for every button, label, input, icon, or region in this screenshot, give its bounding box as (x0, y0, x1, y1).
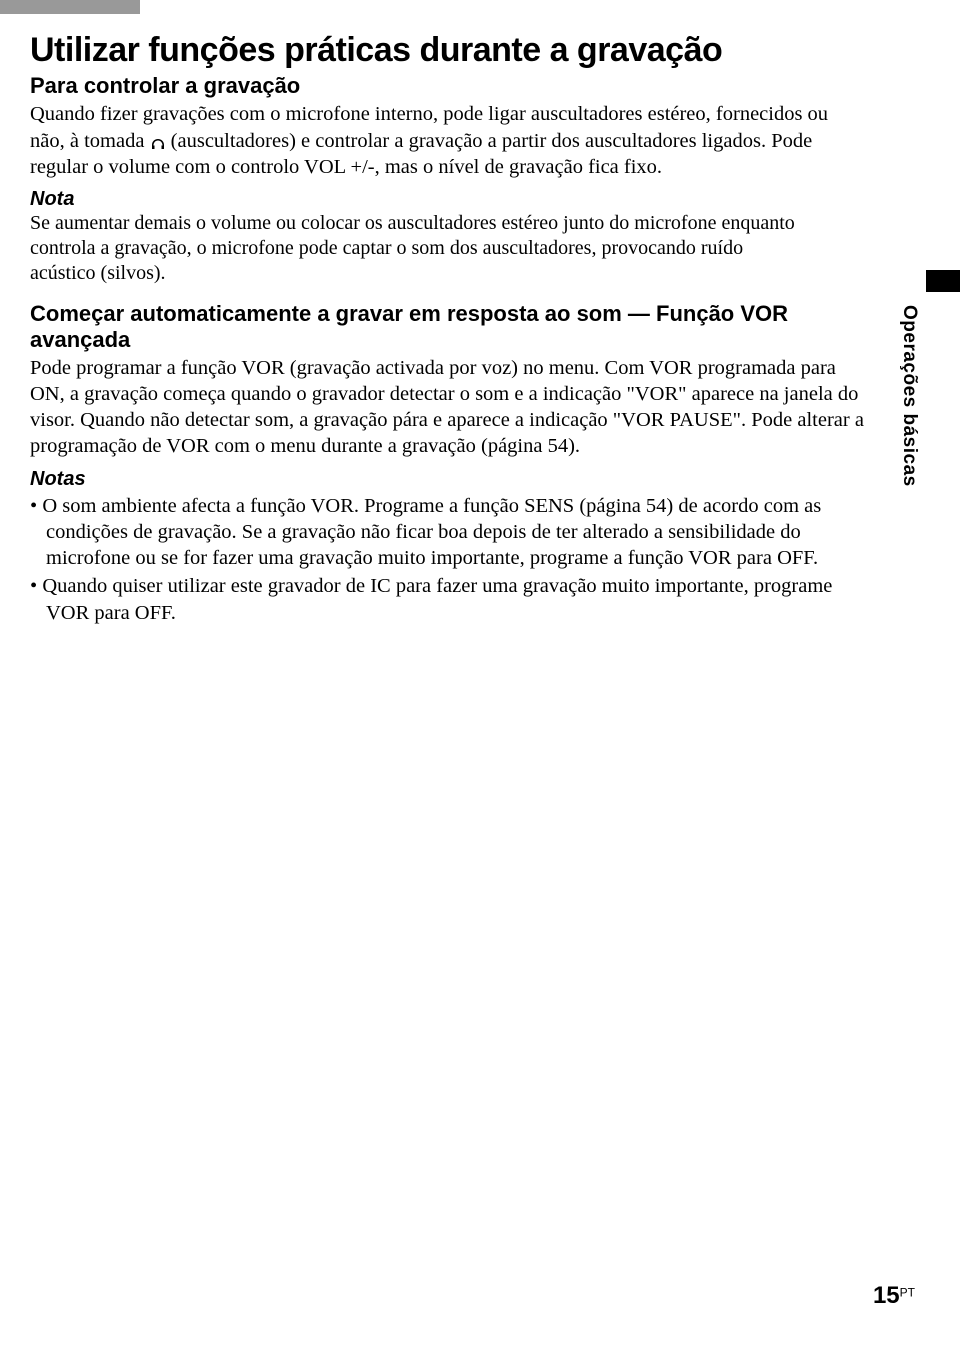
section2-body: Pode programar a função VOR (gravação ac… (30, 355, 865, 460)
nota-label: Nota (30, 188, 810, 211)
nota-text: Se aumentar demais o volume ou colocar o… (30, 211, 810, 287)
notas-label: Notas (30, 468, 865, 491)
section1-heading: Para controlar a gravação (30, 73, 865, 99)
page-content: Utilizar funções práticas durante a grav… (0, 0, 960, 626)
bullet-item: Quando quiser utilizar este gravador de … (30, 573, 865, 625)
section2-heading: Começar automaticamente a gravar em resp… (30, 301, 810, 353)
main-title: Utilizar funções práticas durante a grav… (30, 32, 865, 69)
headphone-icon (150, 134, 166, 150)
page-suffix: PT (900, 1286, 915, 1300)
section1-body: Quando fizer gravações com o microfone i… (30, 101, 865, 180)
side-tab-black-bar (926, 270, 960, 292)
side-tab-label: Operações básicas (898, 305, 920, 487)
page-number: 15PT (873, 1282, 915, 1310)
header-gray-bar (0, 0, 140, 14)
notas-bullet-list: O som ambiente afecta a função VOR. Prog… (30, 493, 865, 626)
bullet-item: O som ambiente afecta a função VOR. Prog… (30, 493, 865, 572)
page-number-value: 15 (873, 1282, 900, 1309)
